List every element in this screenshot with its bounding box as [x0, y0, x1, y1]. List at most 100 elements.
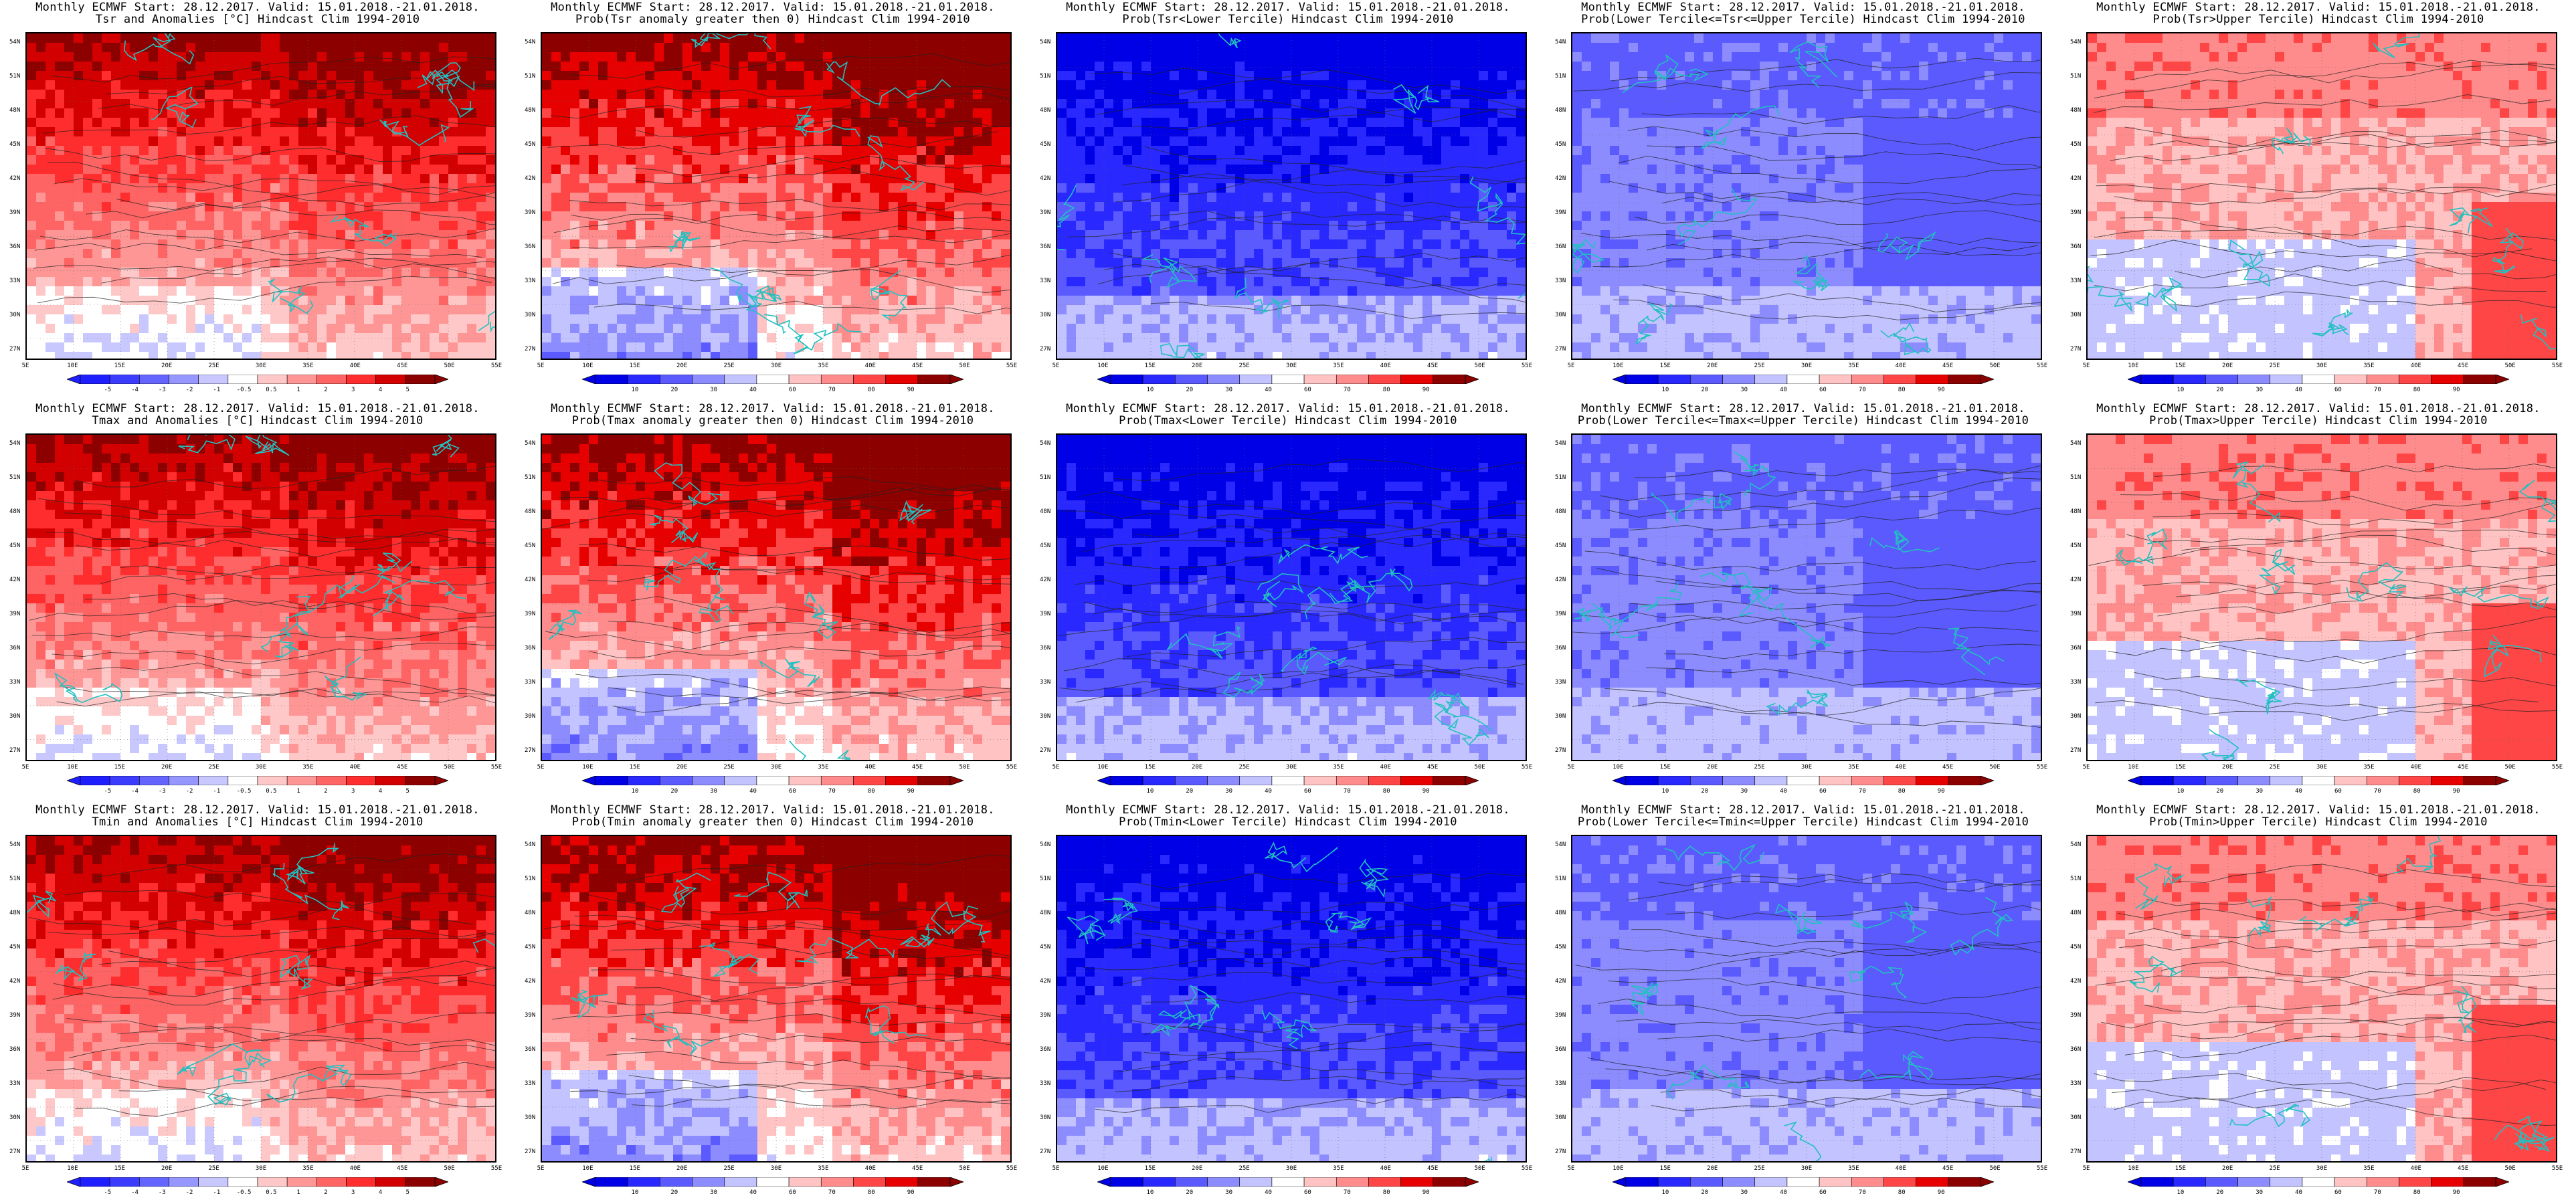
color-bar-label: 5	[406, 788, 409, 795]
lon-tick-label: 20E	[2222, 764, 2233, 771]
lon-tick-label: 10E	[2128, 363, 2138, 369]
color-bar-label: 70	[1344, 788, 1351, 795]
lat-tick-label: 39N	[525, 1012, 535, 1019]
panel-title-line1: Monthly ECMWF Start: 28.12.2017. Valid: …	[1546, 804, 2061, 816]
lon-tick-label: 35E	[2363, 363, 2374, 369]
lon-tick-label: 50E	[1989, 764, 2000, 771]
lon-tick-label: 25E	[1754, 764, 1764, 771]
color-bar-label: 20	[2216, 387, 2223, 393]
lon-tick-label: 50E	[444, 363, 454, 369]
map-field	[27, 836, 495, 1161]
color-bar-label: 80	[2413, 788, 2421, 795]
lat-tick-label: 51N	[2070, 73, 2081, 80]
lon-tick-label: 45E	[1942, 363, 1953, 369]
lon-tick-label: 15E	[1145, 363, 1156, 369]
color-bar	[1613, 776, 1994, 785]
lon-tick-label: 35E	[1848, 764, 1859, 771]
lat-tick-label: 42N	[1040, 175, 1050, 182]
lon-tick-label: 50E	[959, 764, 970, 771]
color-bar-label: -4	[131, 788, 139, 795]
panel-title-line1: Monthly ECMWF Start: 28.12.2017. Valid: …	[1030, 804, 1546, 816]
color-bar-label: 20	[1701, 387, 1708, 393]
lat-tick-label: 48N	[1555, 508, 1566, 515]
lon-tick-label: 35E	[1333, 1165, 1344, 1172]
lon-tick-label: 35E	[2363, 1165, 2374, 1172]
color-bar-label: -3	[159, 387, 166, 393]
lon-tick-label: 35E	[1848, 1165, 1859, 1172]
color-bar-label: 90	[1422, 788, 1430, 795]
lat-tick-label: 45N	[1040, 944, 1050, 950]
panel-title-line1: Monthly ECMWF Start: 28.12.2017. Valid: …	[0, 403, 515, 415]
lon-tick-label: 35E	[302, 363, 313, 369]
lat-tick-label: 42N	[525, 175, 535, 182]
lat-tick-label: 39N	[2070, 1012, 2081, 1019]
panel-title-line2: Prob(Tmin anomaly greater then 0) Hindca…	[515, 816, 1030, 828]
lon-tick-label: 15E	[630, 363, 640, 369]
lon-tick-label: 10E	[1613, 1165, 1623, 1172]
forecast-map	[541, 835, 1012, 1163]
color-bar-label: 70	[1344, 1189, 1351, 1196]
color-bar-label: 10	[631, 1189, 638, 1196]
lat-tick-label: 42N	[1040, 577, 1050, 583]
lon-tick-label: 55E	[2552, 1165, 2563, 1172]
lat-tick-label: 54N	[525, 841, 535, 848]
color-bar-label: 80	[868, 387, 875, 393]
lon-tick-label: 10E	[1097, 764, 1108, 771]
color-bar-label: 30	[1225, 1189, 1232, 1196]
lat-tick-label: 45N	[2070, 542, 2081, 549]
lon-tick-label: 40E	[1896, 764, 1906, 771]
lon-tick-label: 35E	[1333, 363, 1344, 369]
lon-tick-label: 40E	[1380, 363, 1391, 369]
lon-tick-label: 50E	[2504, 1165, 2515, 1172]
map-panel: Monthly ECMWF Start: 28.12.2017. Valid: …	[1546, 401, 2061, 803]
lat-tick-label: 39N	[1040, 611, 1050, 617]
lon-tick-label: 45E	[1942, 1165, 1953, 1172]
forecast-map	[1056, 835, 1527, 1163]
map-panel: Monthly ECMWF Start: 28.12.2017. Valid: …	[0, 803, 515, 1204]
lat-tick-label: 27N	[1040, 346, 1050, 353]
lat-tick-label: 42N	[9, 577, 20, 583]
color-bar-label: 10	[1146, 788, 1154, 795]
lon-tick-label: 25E	[208, 764, 219, 771]
color-bar-label: 70	[2374, 1189, 2381, 1196]
lon-tick-label: 30E	[256, 764, 266, 771]
lon-tick-label: 20E	[676, 1165, 687, 1172]
color-bar-label: 80	[1383, 387, 1390, 393]
map-panel: Monthly ECMWF Start: 28.12.2017. Valid: …	[1030, 803, 1546, 1204]
lon-tick-label: 10E	[582, 1165, 593, 1172]
lon-tick-label: 5E	[2083, 764, 2090, 771]
lat-tick-label: 54N	[9, 39, 20, 45]
lat-tick-label: 48N	[1555, 910, 1566, 916]
color-bar-label: 90	[2453, 788, 2460, 795]
lat-tick-label: 30N	[9, 713, 20, 720]
lon-tick-label: 55E	[1522, 1165, 1532, 1172]
color-bar-label: 0.5	[266, 1189, 276, 1196]
lon-tick-label: 40E	[865, 1165, 876, 1172]
color-bar-label: 80	[1898, 788, 1906, 795]
lat-tick-label: 36N	[1040, 1046, 1050, 1053]
lon-tick-label: 45E	[397, 764, 407, 771]
lat-tick-label: 45N	[9, 141, 20, 148]
lon-tick-label: 20E	[1192, 764, 1202, 771]
color-bar-label: 10	[1146, 387, 1154, 393]
lon-tick-label: 55E	[2552, 363, 2563, 369]
lat-tick-label: 42N	[1555, 577, 1566, 583]
lat-tick-label: 54N	[1555, 39, 1566, 45]
forecast-map	[2086, 32, 2557, 360]
color-bar-label: 60	[1819, 788, 1827, 795]
panel-title-line2: Prob(Tsr>Upper Tercile) Hindcast Clim 19…	[2061, 13, 2576, 25]
color-bar-label: 3	[351, 387, 355, 393]
map-panel: Monthly ECMWF Start: 28.12.2017. Valid: …	[0, 401, 515, 803]
lon-tick-label: 55E	[491, 1165, 502, 1172]
color-bar-label: 10	[2177, 1189, 2184, 1196]
color-bar-label: 4	[379, 387, 382, 393]
lat-tick-label: 39N	[2070, 611, 2081, 617]
panel-title-line2: Prob(Tmin<Lower Tercile) Hindcast Clim 1…	[1030, 816, 1546, 828]
lat-tick-label: 51N	[525, 474, 535, 481]
panel-title-line2: Prob(Tmax>Upper Tercile) Hindcast Clim 1…	[2061, 415, 2576, 427]
lon-tick-label: 15E	[2175, 764, 2186, 771]
lat-tick-label: 42N	[1555, 978, 1566, 985]
forecast-map	[25, 835, 496, 1163]
color-bar-label: 40	[1265, 1189, 1272, 1196]
color-bar-label: -3	[159, 1189, 166, 1196]
